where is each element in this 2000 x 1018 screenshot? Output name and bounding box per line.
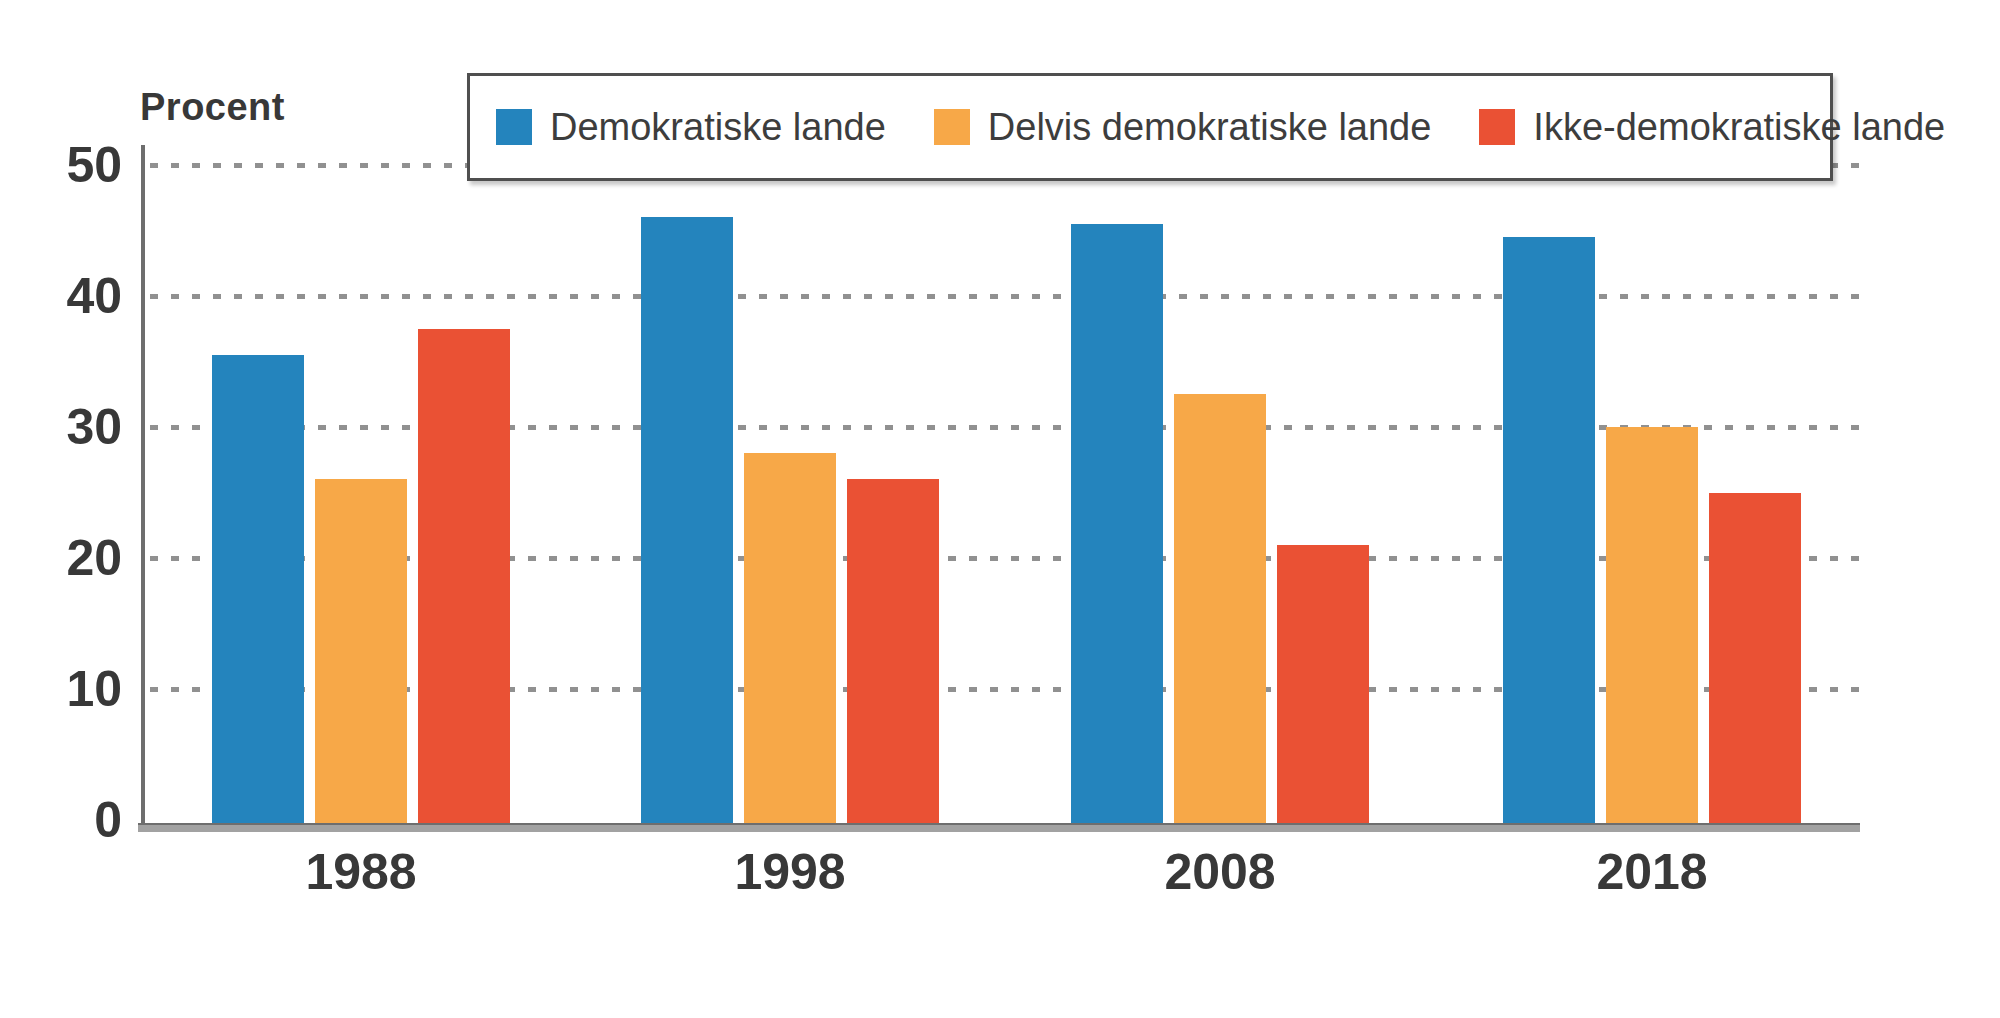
bar-ikke-demokratiske-lande-2008 [1277,545,1369,823]
legend-swatch-icon [934,109,970,145]
gridline-40 [150,294,1862,299]
y-tick-label-0: 0 [0,793,122,847]
legend: Demokratiske lande Delvis demokratiske la… [467,73,1833,181]
bar-demokratiske-lande-2008 [1071,224,1163,823]
legend-item: Demokratiske lande [496,106,886,149]
y-tick-label-40: 40 [0,269,122,323]
bar-demokratiske-lande-1998 [641,217,733,823]
x-tick-label-1988: 1988 [211,843,511,901]
x-tick-label-2018: 2018 [1502,843,1802,901]
legend-label: Ikke-demokratiske lande [1533,106,1945,149]
y-axis-title: Procent [140,86,285,129]
bar-delvis-demokratiske-lande-2018 [1606,427,1698,823]
bar-chart: Procent 0 10 20 30 40 50 1988 1998 2008 2018 Dem… [0,0,2000,1018]
y-axis-line [141,145,145,831]
bar-delvis-demokratiske-lande-1988 [315,479,407,823]
legend-swatch-icon [1479,109,1515,145]
bar-delvis-demokratiske-lande-1998 [744,453,836,823]
y-tick-label-30: 30 [0,400,122,454]
bar-ikke-demokratiske-lande-1988 [418,329,510,823]
legend-label: Demokratiske lande [550,106,886,149]
legend-swatch-icon [496,109,532,145]
x-tick-label-2008: 2008 [1070,843,1370,901]
bar-ikke-demokratiske-lande-2018 [1709,493,1801,824]
legend-item: Delvis demokratiske lande [934,106,1432,149]
bar-demokratiske-lande-2018 [1503,237,1595,823]
y-tick-label-10: 10 [0,662,122,716]
y-tick-label-50: 50 [0,138,122,192]
bar-delvis-demokratiske-lande-2008 [1174,394,1266,823]
x-tick-label-1998: 1998 [640,843,940,901]
y-tick-label-20: 20 [0,531,122,585]
bar-demokratiske-lande-1988 [212,355,304,823]
legend-item: Ikke-demokratiske lande [1479,106,1945,149]
bar-ikke-demokratiske-lande-1998 [847,479,939,823]
legend-label: Delvis demokratiske lande [988,106,1432,149]
x-axis-line [138,823,1860,832]
